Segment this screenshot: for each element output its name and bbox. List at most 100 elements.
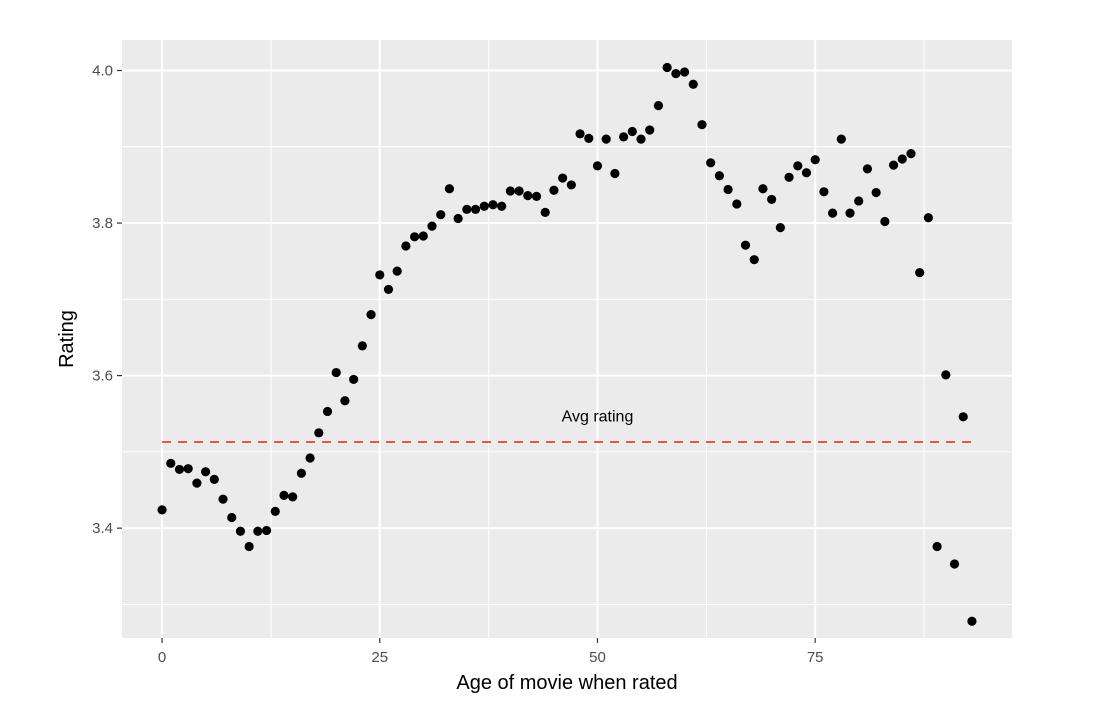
data-point xyxy=(192,478,202,488)
data-point xyxy=(331,367,341,378)
data-point xyxy=(949,559,960,569)
data-point xyxy=(392,266,402,276)
data-point xyxy=(862,164,873,174)
data-point xyxy=(906,149,916,159)
data-point xyxy=(470,204,481,214)
data-point xyxy=(819,187,829,197)
data-point xyxy=(697,120,707,130)
data-point xyxy=(871,187,881,198)
data-point xyxy=(383,284,394,295)
data-point xyxy=(653,100,664,111)
data-point xyxy=(706,158,716,168)
data-point xyxy=(958,412,968,422)
x-tick-label: 0 xyxy=(158,649,166,666)
y-axis-title: Rating xyxy=(56,310,78,368)
data-point xyxy=(627,126,637,137)
data-point xyxy=(932,541,942,552)
data-point xyxy=(427,221,437,231)
x-axis-ticks: 0 25 50 75 xyxy=(158,638,824,666)
x-tick-label: 75 xyxy=(807,649,824,666)
data-point xyxy=(636,134,646,144)
data-point xyxy=(174,464,185,475)
x-axis-title: Age of movie when rated xyxy=(456,672,677,694)
data-point xyxy=(357,341,367,351)
data-point xyxy=(227,512,237,523)
data-point xyxy=(479,201,489,211)
data-point xyxy=(941,370,951,380)
minor-gridlines xyxy=(122,40,1012,638)
data-point xyxy=(732,199,742,209)
data-point xyxy=(749,255,759,265)
data-point xyxy=(401,241,411,251)
data-point xyxy=(758,184,768,194)
x-tick-label: 25 xyxy=(371,649,388,666)
data-point xyxy=(540,207,550,217)
data-point xyxy=(488,200,498,210)
data-point xyxy=(209,474,219,484)
data-point xyxy=(305,453,315,463)
data-point xyxy=(923,213,933,223)
data-point xyxy=(688,79,698,89)
data-point xyxy=(157,505,167,515)
data-point xyxy=(645,125,655,135)
data-point xyxy=(592,161,603,171)
data-point xyxy=(671,68,681,79)
data-point xyxy=(714,171,724,181)
data-point xyxy=(418,231,428,241)
data-point xyxy=(349,374,359,385)
data-point xyxy=(601,134,611,144)
data-point xyxy=(784,172,794,182)
data-point xyxy=(410,232,420,242)
data-point xyxy=(740,240,751,250)
y-axis-ticks: 3.4 3.6 3.8 4.0 xyxy=(92,63,122,537)
data-point xyxy=(967,616,977,626)
data-point xyxy=(575,129,585,139)
data-point xyxy=(436,210,446,220)
data-point xyxy=(584,133,594,143)
data-point xyxy=(366,309,376,320)
plot-panel xyxy=(122,40,1012,638)
data-point xyxy=(549,185,559,195)
data-point xyxy=(314,428,324,438)
data-point xyxy=(897,154,907,164)
data-point xyxy=(619,132,629,142)
data-point xyxy=(810,155,820,165)
data-point xyxy=(261,525,272,536)
data-point xyxy=(462,204,472,214)
data-point xyxy=(775,223,785,233)
data-point xyxy=(679,67,690,77)
major-gridlines xyxy=(122,40,1012,638)
y-tick-label: 4.0 xyxy=(92,63,113,80)
y-tick-label: 3.4 xyxy=(92,520,113,537)
y-tick-label: 3.8 xyxy=(92,215,113,232)
data-point xyxy=(183,464,193,474)
data-point xyxy=(915,268,925,278)
data-point xyxy=(880,216,890,227)
data-point xyxy=(453,213,463,224)
data-point xyxy=(566,180,576,190)
data-point xyxy=(279,490,289,500)
data-point xyxy=(854,196,864,206)
data-point xyxy=(836,134,846,144)
data-point xyxy=(218,494,228,504)
data-point xyxy=(253,526,263,536)
data-point xyxy=(375,270,385,280)
data-point xyxy=(610,168,620,179)
data-point xyxy=(505,186,515,196)
data-point xyxy=(201,467,211,477)
y-tick-label: 3.6 xyxy=(92,368,113,385)
data-point xyxy=(166,458,176,468)
x-tick-label: 50 xyxy=(589,649,606,666)
data-point xyxy=(845,208,855,218)
data-point xyxy=(558,173,568,183)
data-point xyxy=(288,492,298,502)
data-point xyxy=(514,186,524,196)
data-point xyxy=(828,208,838,218)
data-point xyxy=(270,506,280,516)
data-point xyxy=(340,396,350,406)
data-point xyxy=(497,201,507,211)
data-points xyxy=(157,62,977,626)
data-point xyxy=(793,161,803,171)
data-point xyxy=(801,168,812,178)
